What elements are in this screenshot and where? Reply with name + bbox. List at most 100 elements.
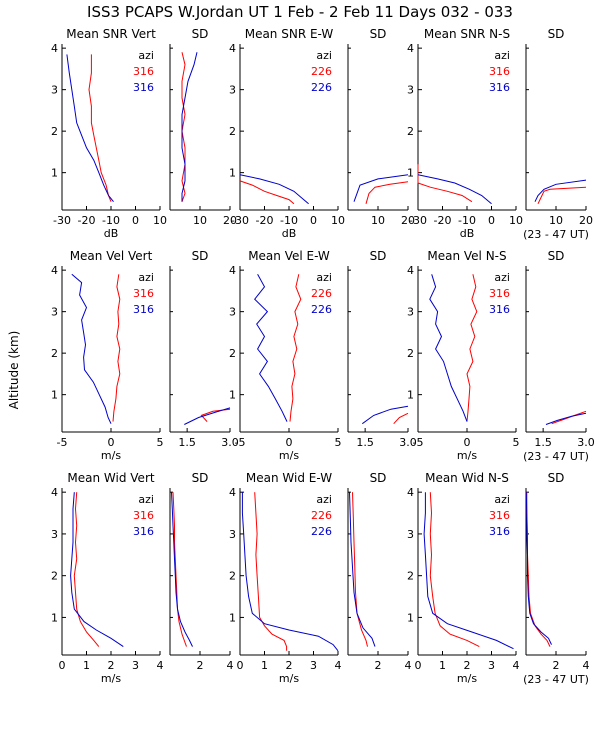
x-axis-label: dB	[104, 227, 119, 240]
panel-13: SD 2 4	[169, 471, 234, 672]
legend-entry: 316	[489, 287, 510, 300]
series-line-blue	[184, 407, 231, 425]
legend-heading: azi	[494, 493, 510, 506]
x-tick-label: 20	[579, 214, 593, 227]
panel-2: Mean SNR E-W 1 2 3 4 -30 -20 -10 0 10 dB azi 226 226	[229, 27, 345, 240]
x-tick-label: 5	[335, 436, 342, 449]
x-tick-label: 4	[335, 659, 342, 672]
panel-title: SD	[370, 471, 387, 485]
y-tick-label: 1	[51, 611, 58, 624]
x-tick-label: -10	[458, 214, 476, 227]
panel-7: SD 1.5 3.0	[169, 249, 239, 449]
y-tick-label: 2	[407, 125, 414, 138]
x-tick-label: 4	[405, 659, 412, 672]
legend-heading: azi	[138, 271, 154, 284]
panel-title: Mean Vel Vert	[70, 249, 153, 263]
x-tick-label: 3	[310, 659, 317, 672]
x-axis-label: dB	[282, 227, 297, 240]
x-tick-label: 4	[583, 659, 590, 672]
y-tick-label: 2	[229, 125, 236, 138]
x-tick-label: 2	[197, 659, 204, 672]
x-tick-label: 20	[223, 214, 237, 227]
panel-4: Mean SNR N-S 1 2 3 4 -30 -20 -10 0 10 dB azi 316 316	[407, 27, 523, 240]
y-tick-label: 3	[51, 306, 58, 319]
y-tick-label: 4	[51, 42, 58, 55]
series-line-blue	[71, 273, 112, 424]
y-tick-label: 3	[229, 84, 236, 97]
x-tick-label: 1	[83, 659, 90, 672]
y-tick-label: 1	[407, 167, 414, 180]
x-tick-label: -5	[57, 436, 68, 449]
panel-1: SD 10 20	[169, 27, 237, 227]
y-tick-label: 3	[229, 306, 236, 319]
x-tick-label: 2	[464, 659, 471, 672]
legend-entry: 226	[311, 303, 332, 316]
series-line-red	[289, 274, 302, 422]
x-axis-label: dB	[460, 227, 475, 240]
series-line-blue	[239, 174, 309, 205]
panel-title: SD	[192, 27, 209, 41]
series-line-red	[73, 492, 100, 647]
y-tick-label: 1	[229, 611, 236, 624]
figure-title: ISS3 PCAPS W.Jordan UT 1 Feb - 2 Feb 11 …	[87, 3, 513, 21]
x-tick-label: 2	[375, 659, 382, 672]
legend-heading: azi	[138, 49, 154, 62]
x-tick-label: -30	[231, 214, 249, 227]
x-tick-label: 1	[261, 659, 268, 672]
x-tick-label: 10	[549, 214, 563, 227]
panel-12: Mean Wid Vert 1 2 3 4 0 1 2 3 4 m/s azi 316 316	[51, 471, 164, 685]
series-line-blue	[70, 492, 124, 648]
panel-title: SD	[548, 27, 565, 41]
y-tick-label: 1	[407, 389, 414, 402]
series-line-red	[417, 164, 473, 203]
y-tick-label: 2	[51, 125, 58, 138]
panel-title: SD	[192, 471, 209, 485]
x-tick-label: 10	[509, 214, 523, 227]
series-line-blue	[181, 52, 198, 202]
y-tick-label: 1	[407, 611, 414, 624]
series-line-red	[537, 186, 587, 205]
y-tick-label: 3	[51, 528, 58, 541]
panel-3: SD 10 20	[347, 27, 415, 227]
legend-entry: 226	[311, 525, 332, 538]
x-tick-label: 10	[371, 214, 385, 227]
x-tick-label: -20	[256, 214, 274, 227]
panel-title: Mean Vel N-S	[427, 249, 506, 263]
panel-title: SD	[370, 27, 387, 41]
series-line-red	[352, 492, 368, 647]
panel-title: Mean SNR N-S	[424, 27, 510, 41]
legend-entry: 226	[311, 65, 332, 78]
series-line-red	[172, 492, 187, 647]
legend-entry: 316	[133, 303, 154, 316]
panel-8: Mean Vel E-W 1 2 3 4 -5 0 5 m/s azi 226 226	[229, 249, 342, 462]
x-tick-label: 10	[193, 214, 207, 227]
x-tick-label: 1.5	[534, 436, 552, 449]
series-line-blue	[534, 179, 587, 202]
legend-entry: 316	[133, 525, 154, 538]
x-tick-label: -10	[102, 214, 120, 227]
x-axis-label: m/s	[457, 449, 477, 462]
legend-entry: 226	[311, 81, 332, 94]
y-tick-label: 3	[407, 84, 414, 97]
legend-heading: azi	[138, 493, 154, 506]
series-line-blue	[525, 492, 552, 645]
y-tick-label: 4	[407, 42, 414, 55]
y-tick-label: 3	[51, 84, 58, 97]
legend-entry: 316	[489, 303, 510, 316]
x-tick-label: 0	[237, 659, 244, 672]
y-tick-label: 1	[51, 389, 58, 402]
series-line-red	[365, 181, 409, 204]
panel-title: SD	[548, 471, 565, 485]
x-tick-label: 20	[401, 214, 415, 227]
x-tick-label: 10	[153, 214, 167, 227]
y-tick-label: 2	[407, 347, 414, 360]
x-tick-label: 3.0	[399, 436, 417, 449]
series-line-blue	[545, 412, 587, 425]
x-tick-label: -20	[434, 214, 452, 227]
y-tick-label: 4	[407, 264, 414, 277]
legend-entry: 226	[311, 509, 332, 522]
x-tick-label: 3.0	[221, 436, 239, 449]
y-tick-label: 3	[407, 528, 414, 541]
